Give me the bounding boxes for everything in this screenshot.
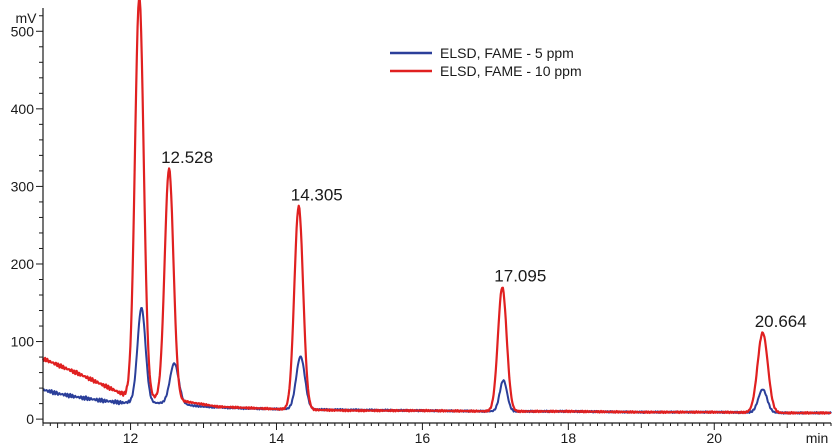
y-axis-unit: mV	[16, 10, 38, 26]
y-tick-label: 300	[11, 178, 35, 194]
series-layer	[41, 0, 832, 415]
peak-label: 17.095	[494, 266, 546, 285]
y-tick-label: 0	[26, 411, 34, 427]
x-tick-label: 16	[415, 430, 431, 446]
y-tick-label: 400	[11, 101, 35, 117]
peak-label: 20.664	[755, 312, 807, 331]
x-tick-label: 20	[706, 430, 722, 446]
y-tick-label: 200	[11, 256, 35, 272]
legend: ELSD, FAME - 5 ppm ELSD, FAME - 10 ppm	[390, 45, 582, 79]
x-tick-label: 12	[123, 430, 139, 446]
peak-label: 14.305	[291, 185, 343, 204]
x-tick-label: 18	[561, 430, 577, 446]
peak-label: 12.528	[161, 148, 213, 167]
legend-entry: ELSD, FAME - 5 ppm	[440, 45, 574, 61]
y-tick-label: 500	[11, 23, 35, 39]
x-axis-unit: min	[806, 430, 829, 446]
y-tick-label: 100	[11, 334, 35, 350]
series-line-10ppm	[41, 0, 832, 415]
legend-entry: ELSD, FAME - 10 ppm	[440, 63, 582, 79]
x-tick-label: 14	[269, 430, 285, 446]
